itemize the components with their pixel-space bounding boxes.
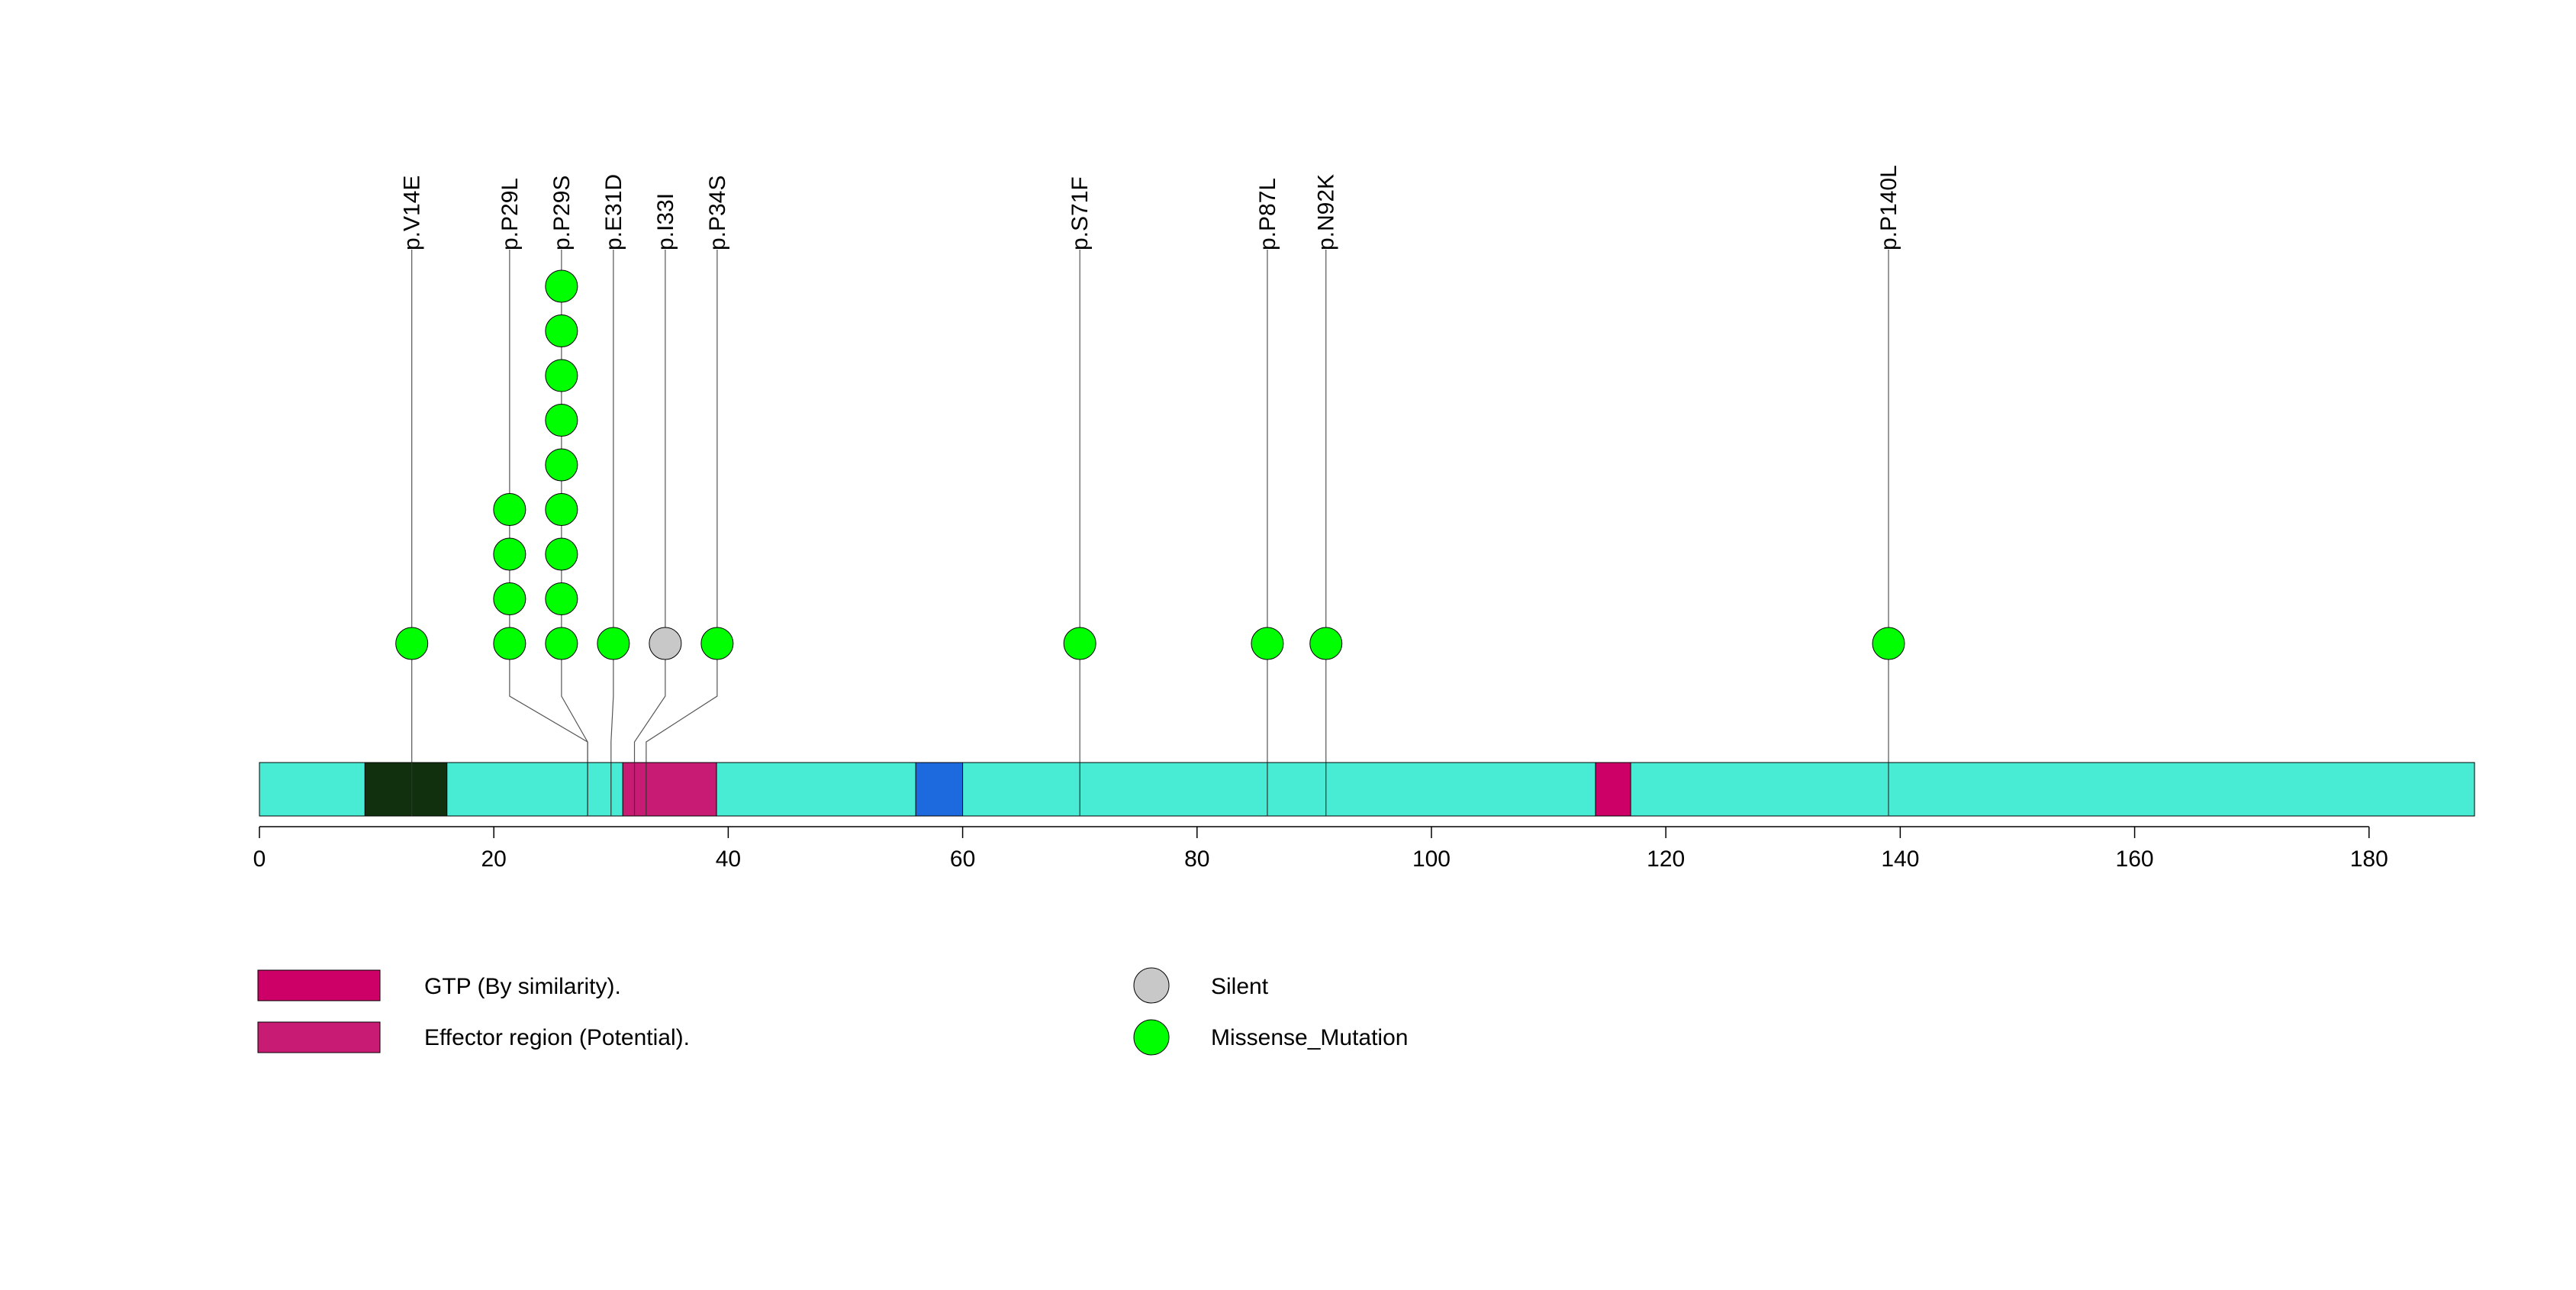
x-tick-label-0: 0 bbox=[253, 847, 266, 872]
legend-silent-dot bbox=[1133, 967, 1170, 1004]
mutation-dot-p.P29S-1 bbox=[545, 627, 578, 660]
mutation-dot-p.P29L-1 bbox=[493, 627, 526, 660]
legend-effector-swatch bbox=[257, 1021, 381, 1053]
mutation-label-p.P34S: p.P34S bbox=[705, 176, 730, 250]
x-tick-label-60: 60 bbox=[950, 847, 975, 872]
mutation-dot-p.P34S-1 bbox=[700, 627, 734, 660]
domain-region-3 bbox=[1595, 762, 1631, 817]
mutation-dot-p.P29S-5 bbox=[545, 448, 578, 482]
mutation-dot-p.N92K-1 bbox=[1309, 627, 1343, 660]
connector-lines bbox=[411, 250, 1889, 763]
x-tick-label-140: 140 bbox=[1881, 847, 1919, 872]
mutation-dot-p.P29S-6 bbox=[545, 404, 578, 437]
mutation-dot-p.P29S-4 bbox=[545, 493, 578, 526]
x-tick-label-40: 40 bbox=[716, 847, 741, 872]
legend-missense-dot bbox=[1133, 1019, 1170, 1056]
mutation-label-p.V14E: p.V14E bbox=[400, 176, 425, 250]
mutation-label-p.E31D: p.E31D bbox=[601, 174, 626, 250]
mutation-dot-p.P29S-8 bbox=[545, 314, 578, 347]
legend-gtp-label: GTP (By similarity). bbox=[424, 974, 621, 999]
mutation-dot-p.P140L-1 bbox=[1872, 627, 1905, 660]
x-tick-label-100: 100 bbox=[1412, 847, 1451, 872]
mutation-label-p.P87L: p.P87L bbox=[1255, 178, 1280, 250]
mutation-dot-p.P29L-3 bbox=[493, 537, 526, 571]
x-tick-label-20: 20 bbox=[481, 847, 507, 872]
x-tick-label-160: 160 bbox=[2116, 847, 2154, 872]
mutation-dot-p.P29S-7 bbox=[545, 359, 578, 392]
legend-missense-label: Missense_Mutation bbox=[1211, 1025, 1408, 1050]
legend: GTP (By similarity). Effector region (Po… bbox=[257, 967, 1408, 1056]
domain-regions bbox=[364, 762, 1631, 817]
mutation-dot-p.I33I-1 bbox=[649, 627, 682, 660]
mutation-dot-p.E31D-1 bbox=[597, 627, 630, 660]
mutation-label-p.S71F: p.S71F bbox=[1067, 176, 1093, 250]
connector-p.E31D bbox=[610, 643, 614, 763]
mutation-position-marks bbox=[411, 763, 1889, 816]
mutation-points bbox=[395, 269, 1905, 660]
mutation-label-p.P29S: p.P29S bbox=[549, 176, 575, 250]
mutation-label-p.N92K: p.N92K bbox=[1314, 174, 1339, 250]
domain-region-2 bbox=[915, 762, 964, 817]
x-tick-label-120: 120 bbox=[1647, 847, 1685, 872]
legend-effector-label: Effector region (Potential). bbox=[424, 1025, 690, 1050]
legend-silent-label: Silent bbox=[1211, 974, 1269, 999]
mutation-label-p.P140L: p.P140L bbox=[1876, 165, 1901, 250]
connector-p.P29L bbox=[509, 643, 588, 763]
protein-backbone-bar bbox=[259, 762, 2475, 817]
mutation-dot-p.P29S-9 bbox=[545, 269, 578, 303]
mutation-label-p.P29L: p.P29L bbox=[497, 178, 523, 250]
connector-p.I33I bbox=[633, 643, 666, 763]
connector-p.P34S bbox=[646, 643, 718, 763]
mutation-dot-p.S71F-1 bbox=[1063, 627, 1096, 660]
mutation-labels: p.V14E p.P29L p.P29S p.E31D p.I33I p.P34S p.S7… bbox=[400, 165, 1901, 250]
domain-region-1 bbox=[622, 762, 717, 817]
mutation-label-p.I33I: p.I33I bbox=[653, 193, 678, 250]
mutation-dot-p.P87L-1 bbox=[1251, 627, 1284, 660]
mutation-dot-p.P29L-4 bbox=[493, 493, 526, 526]
mutation-dot-p.V14E-1 bbox=[395, 627, 429, 660]
x-axis: 0 20 40 60 80 100 120 140 160 180 bbox=[253, 826, 2388, 872]
mutation-dot-p.P29L-2 bbox=[493, 582, 526, 615]
protein-backbone bbox=[259, 762, 2475, 817]
mutation-dot-p.P29S-3 bbox=[545, 537, 578, 571]
connector-p.P29S bbox=[561, 643, 588, 763]
domain-region-0 bbox=[364, 762, 448, 817]
mutation-dot-p.P29S-2 bbox=[545, 582, 578, 615]
x-tick-label-180: 180 bbox=[2350, 847, 2388, 872]
legend-gtp-swatch bbox=[257, 969, 381, 1001]
x-tick-label-80: 80 bbox=[1184, 847, 1209, 872]
